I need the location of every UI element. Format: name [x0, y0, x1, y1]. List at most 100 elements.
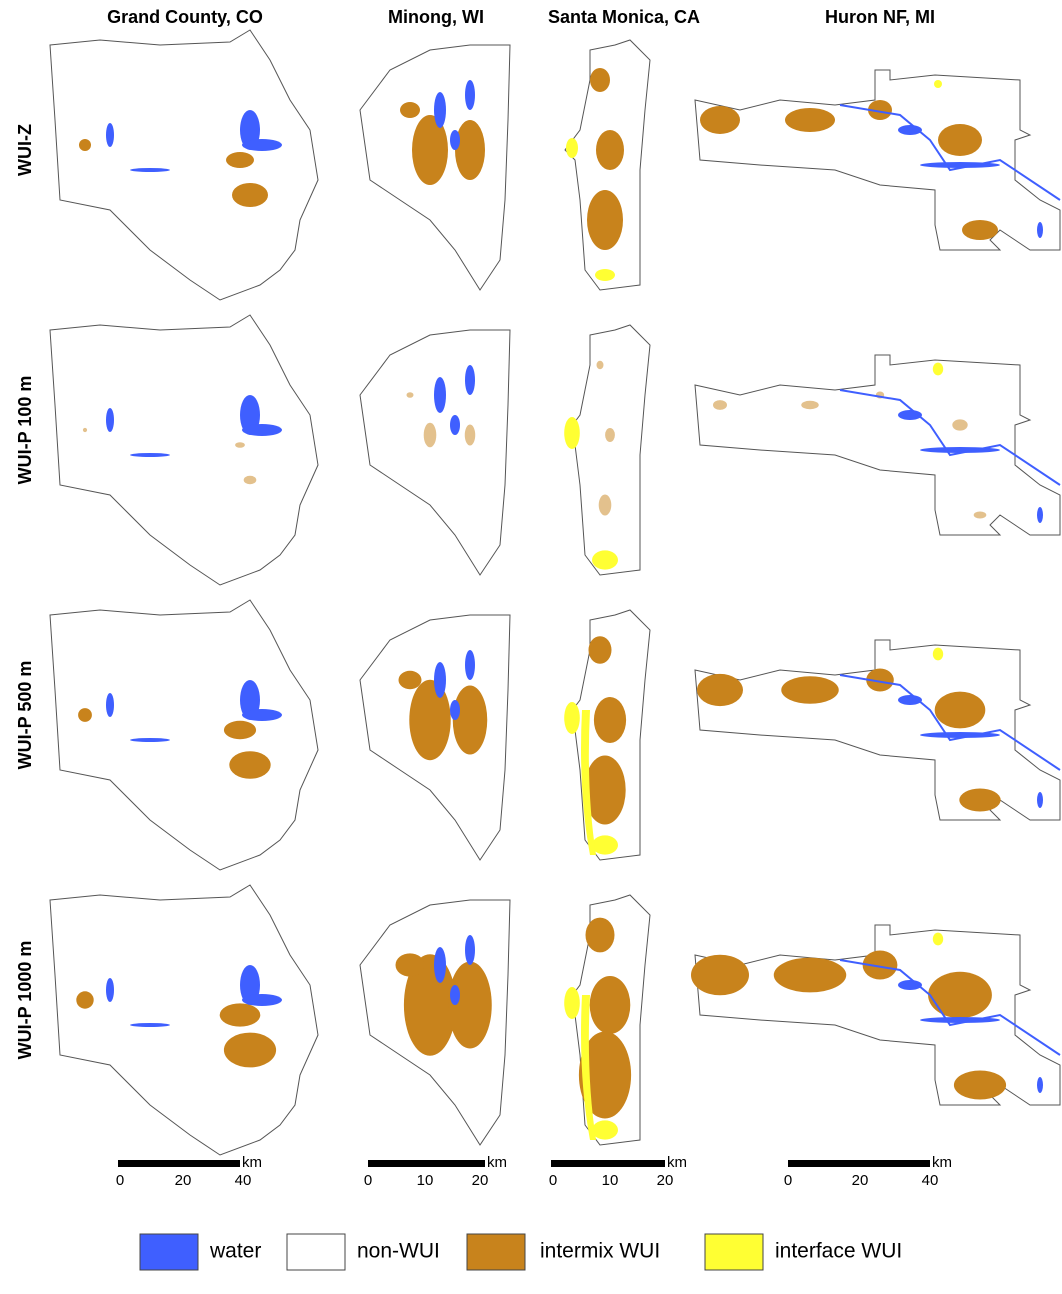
interface-area — [592, 1120, 618, 1140]
water-area — [130, 453, 170, 457]
intermix-area — [588, 636, 612, 664]
intermix-area — [78, 708, 92, 722]
map-row — [49, 884, 1061, 1156]
scale-tick-label: 10 — [602, 1172, 619, 1189]
scale-tick-label: 0 — [784, 1172, 792, 1189]
intermix-area — [223, 720, 257, 740]
column-header: Santa Monica, CA — [548, 7, 700, 27]
intermix-area — [409, 679, 451, 761]
water-area — [1037, 792, 1043, 808]
water-area — [434, 377, 446, 413]
intermix-area — [232, 183, 268, 207]
legend: water non-WUI intermix WUI interface WUI — [139, 1233, 902, 1271]
scale-tick-label: 0 — [549, 1172, 557, 1189]
water-area — [130, 738, 170, 742]
water-area — [130, 168, 170, 172]
map-outline — [49, 29, 319, 301]
map-row — [49, 314, 1061, 586]
row-label: WUI-P 500 m — [15, 661, 35, 770]
legend-label: intermix WUI — [540, 1240, 660, 1263]
row-label: WUI-Z — [15, 124, 35, 176]
water-area — [465, 650, 475, 680]
intermix-area — [700, 106, 740, 134]
intermix-area — [953, 1070, 1007, 1100]
scale-tick-label: 20 — [472, 1172, 489, 1189]
intermix-area — [959, 788, 1001, 812]
scale-tick-label: 20 — [852, 1172, 869, 1189]
water-area — [106, 408, 114, 432]
water-area — [106, 978, 114, 1002]
water-area — [130, 1023, 170, 1027]
scale-tick-label: 0 — [364, 1172, 372, 1189]
interface-area — [564, 987, 580, 1019]
map-outline — [564, 324, 651, 576]
intermix-area — [243, 475, 257, 485]
water-area — [242, 994, 282, 1006]
water-area — [465, 935, 475, 965]
intermix-area — [590, 68, 610, 92]
interface-area — [566, 138, 578, 158]
scale-tick-label: 40 — [235, 1172, 252, 1189]
river — [839, 959, 1061, 1056]
water-area — [450, 130, 460, 150]
map-outline — [694, 354, 1061, 536]
column-header: Minong, WI — [388, 7, 484, 27]
map-outline — [49, 314, 319, 586]
water-area — [450, 415, 460, 435]
intermix-area — [219, 1003, 261, 1027]
legend-swatch — [286, 1233, 346, 1271]
intermix-area — [229, 751, 271, 779]
intermix-area — [223, 1032, 277, 1068]
scale-tick-label: 10 — [417, 1172, 434, 1189]
water-area — [465, 365, 475, 395]
intermix-area — [773, 957, 847, 993]
intermix-area — [235, 442, 245, 448]
scale-bar — [551, 1160, 665, 1167]
intermix-area — [691, 954, 749, 996]
column-header: Huron NF, MI — [825, 7, 935, 27]
scale-tick-label: 20 — [657, 1172, 674, 1189]
intermix-area — [605, 428, 615, 442]
river — [839, 674, 1061, 771]
river — [839, 104, 1061, 201]
intermix-area — [76, 991, 94, 1009]
map-outline — [694, 639, 1061, 821]
water-area — [434, 947, 446, 983]
intermix-area — [596, 130, 624, 170]
scale-unit: km — [932, 1154, 952, 1171]
intermix-area — [801, 400, 819, 410]
intermix-area — [79, 139, 91, 151]
map-outline — [359, 329, 511, 576]
scale-bar — [118, 1160, 240, 1167]
legend-swatch — [704, 1233, 764, 1271]
river — [839, 389, 1061, 486]
intermix-area — [82, 427, 88, 433]
intermix-area — [928, 971, 992, 1019]
intermix-area — [962, 220, 998, 240]
intermix-area — [584, 755, 626, 825]
intermix-area — [781, 676, 839, 704]
intermix-area — [952, 419, 968, 431]
intermix-area — [596, 360, 604, 370]
intermix-area — [593, 697, 627, 743]
scale-tick-label: 20 — [175, 1172, 192, 1189]
interface-area — [932, 932, 944, 946]
intermix-area — [697, 673, 743, 707]
intermix-area — [587, 190, 623, 250]
intermix-area — [455, 120, 485, 180]
water-area — [242, 139, 282, 151]
water-area — [106, 693, 114, 717]
map-outline — [694, 69, 1061, 251]
intermix-area — [934, 691, 986, 729]
scale-unit: km — [667, 1154, 687, 1171]
scale-unit: km — [487, 1154, 507, 1171]
row-label: WUI-P 1000 m — [15, 941, 35, 1060]
intermix-area — [713, 400, 727, 410]
row-label: WUI-P 100 m — [15, 376, 35, 485]
interface-area — [592, 550, 618, 570]
scale-bar — [368, 1160, 485, 1167]
intermix-area — [400, 102, 420, 118]
scale-tick-label: 40 — [922, 1172, 939, 1189]
water-area — [1037, 222, 1043, 238]
